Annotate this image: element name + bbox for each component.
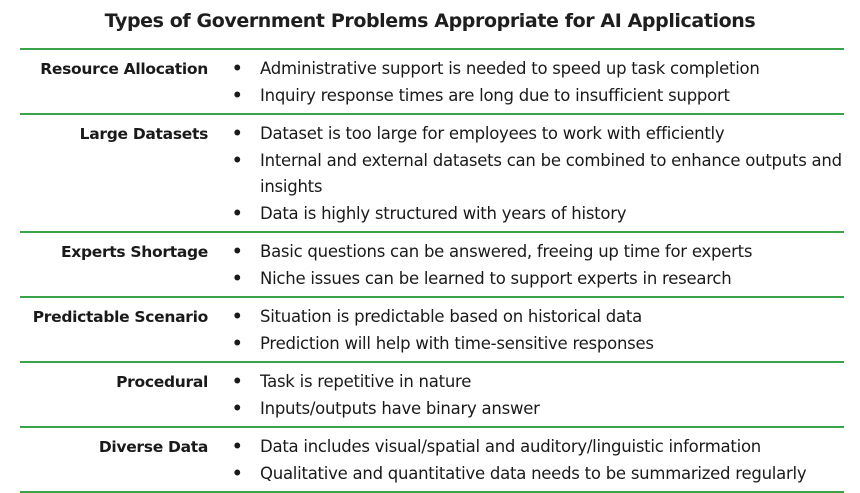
list-item-text: Inputs/outputs have binary answer (260, 398, 540, 418)
table-divider (20, 296, 844, 298)
list-item-text: Prediction will help with time-sensitive… (260, 333, 654, 353)
list-item: • Administrative support is needed to spe… (232, 56, 844, 83)
page-title: Types of Government Problems Appropriate… (104, 10, 756, 32)
row-category: Diverse Data (98, 438, 208, 456)
list-item-text: Qualitative and quantitative data needs … (260, 463, 807, 483)
list-item-text: Internal and external datasets can be co… (260, 150, 842, 197)
bullet-icon: • (232, 242, 243, 261)
list-item: • Data is highly structured with years of… (232, 201, 844, 228)
bullet-icon: • (232, 124, 243, 143)
row-category: Large Datasets (79, 125, 209, 143)
list-item-text: Data is highly structured with years of … (260, 203, 627, 223)
list-item: • Inquiry response times are long due to … (232, 83, 844, 110)
bullet-list: • Administrative support is needed to spe… (212, 56, 844, 109)
bullet-list: • Task is repetitive in nature • Inputs/ou… (212, 369, 844, 422)
list-item: • Niche issues can be learned to support … (232, 266, 844, 293)
bullet-icon: • (232, 268, 243, 288)
table-row: Predictable Scenario • Situation is predi… (20, 298, 844, 361)
table-row: Diverse Data • Data includes visual/spati… (20, 428, 844, 491)
bullet-list: • Situation is predictable based on histo… (212, 304, 844, 357)
bullet-icon: • (232, 203, 243, 223)
list-item: • Inputs/outputs have binary answer (232, 396, 844, 423)
list-item-text: Administrative support is needed to spee… (260, 59, 760, 78)
bullet-list: • Dataset is too large for employees to w… (212, 121, 844, 227)
table-divider (20, 361, 844, 363)
row-category: Predictable Scenario (32, 308, 209, 326)
table-divider (20, 48, 844, 50)
list-item: • Basic questions can be answered, freein… (232, 239, 844, 266)
list-item: • Situation is predictable based on histo… (232, 304, 844, 331)
table-divider (20, 231, 844, 233)
list-item-text: Dataset is too large for employees to wo… (260, 124, 725, 143)
bullet-icon: • (232, 59, 243, 78)
bullet-icon: • (232, 85, 243, 105)
list-item: • Prediction will help with time-sensitiv… (232, 331, 844, 358)
row-category: Procedural (116, 373, 208, 391)
list-item-text: Inquiry response times are long due to i… (260, 85, 730, 105)
bullet-list: • Basic questions can be answered, freein… (212, 239, 844, 292)
problems-table: Resource Allocation • Administrative supp… (20, 48, 844, 493)
list-item-text: Basic questions can be answered, freeing… (260, 242, 753, 261)
table-divider (20, 113, 844, 115)
bullet-icon: • (232, 437, 243, 456)
table-row: Large Datasets • Dataset is too large for… (20, 115, 844, 231)
bullet-icon: • (232, 307, 243, 326)
bullet-icon: • (232, 463, 243, 483)
table-divider (20, 426, 844, 428)
bullet-icon: • (232, 398, 243, 418)
list-item-text: Situation is predictable based on histor… (260, 307, 642, 326)
bullet-icon: • (232, 333, 243, 353)
bullet-icon: • (232, 150, 243, 170)
list-item: • Internal and external datasets can be c… (232, 148, 844, 201)
list-item: • Qualitative and quantitative data needs… (232, 461, 844, 488)
row-category: Experts Shortage (60, 243, 208, 261)
list-item: • Data includes visual/spatial and audito… (232, 434, 844, 461)
table-row: Experts Shortage • Basic questions can be… (20, 233, 844, 296)
bullet-icon: • (232, 372, 243, 391)
list-item: • Task is repetitive in nature (232, 369, 844, 396)
list-item-text: Task is repetitive in nature (260, 372, 472, 391)
list-item: • Dataset is too large for employees to w… (232, 121, 844, 148)
row-category: Resource Allocation (40, 60, 208, 78)
bullet-list: • Data includes visual/spatial and audito… (212, 434, 844, 487)
list-item-text: Data includes visual/spatial and auditor… (260, 437, 762, 456)
table-row: Resource Allocation • Administrative supp… (20, 50, 844, 113)
list-item-text: Niche issues can be learned to support e… (260, 268, 732, 288)
table-row: Procedural • Task is repetitive in nature… (20, 363, 844, 426)
